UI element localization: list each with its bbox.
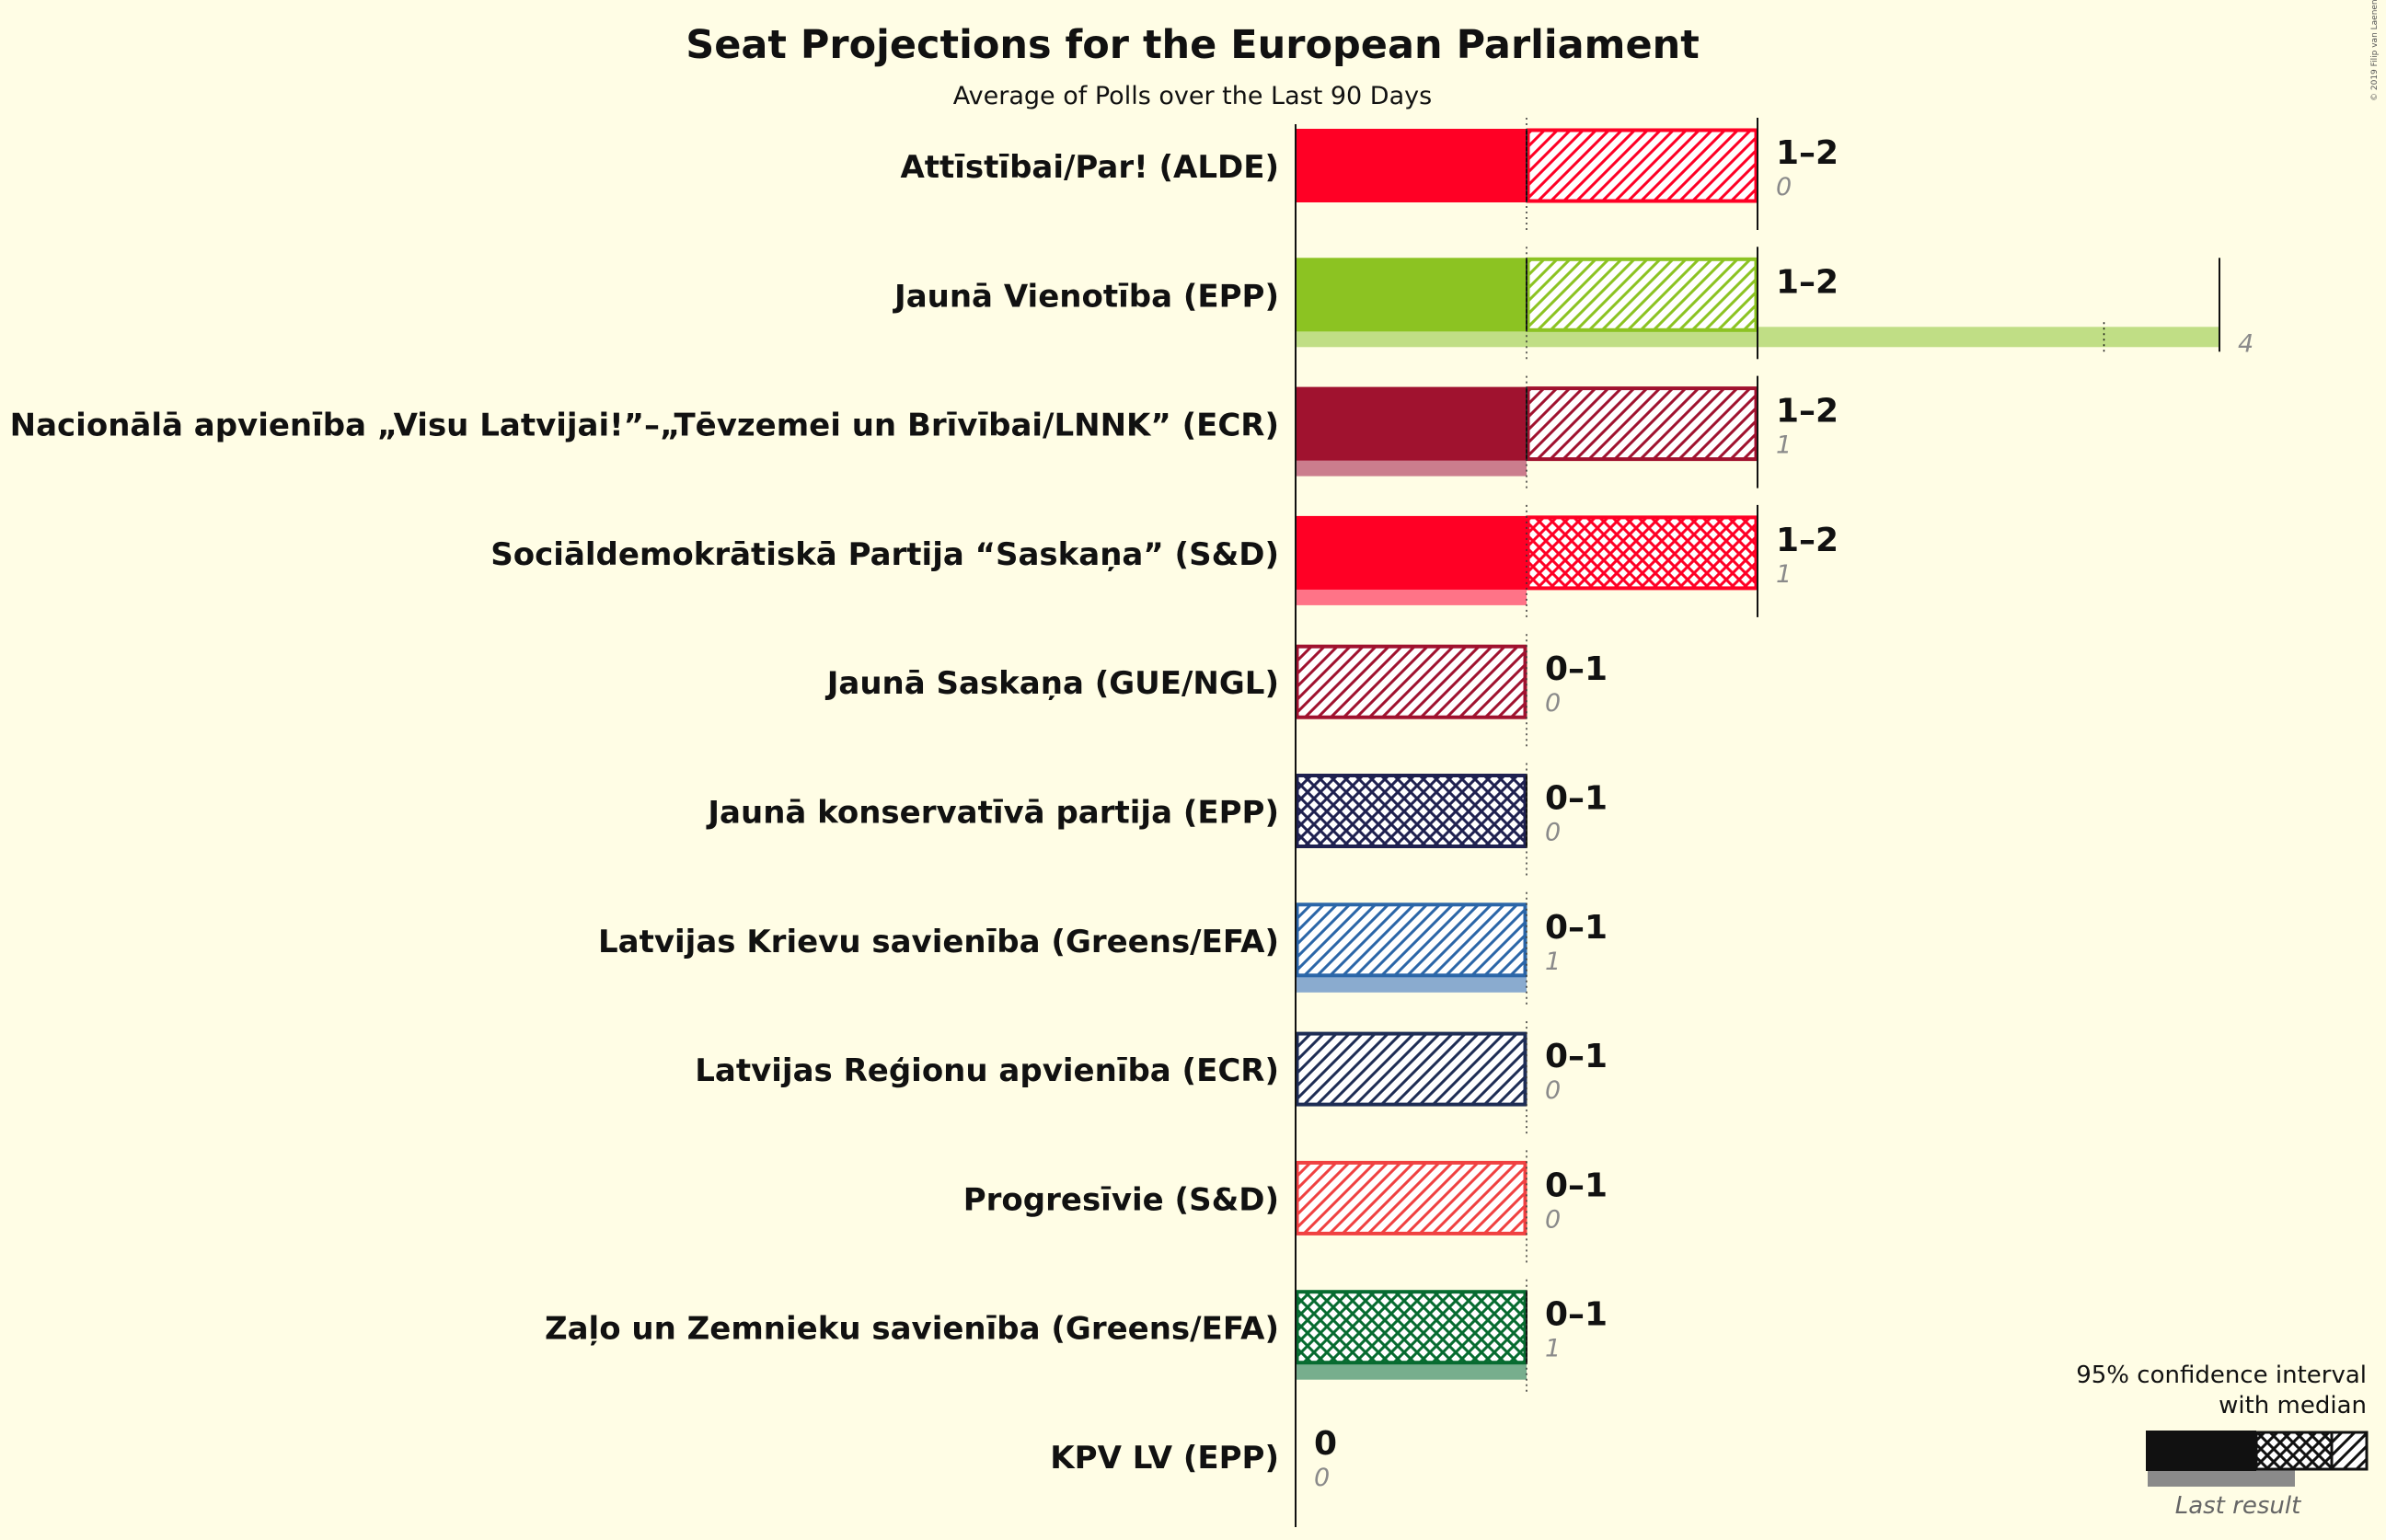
ci-solid-bar — [1296, 129, 1527, 202]
party-row: Latvijas Krievu savienība (Greens/EFA) 0–… — [598, 891, 1608, 1005]
legend-solid-segment — [2146, 1431, 2256, 1471]
party-label: Latvijas Krievu savienība (Greens/EFA) — [598, 924, 1279, 960]
last-result-label: 0 — [1776, 173, 1792, 201]
copyright-notice: © 2019 Filip van Laenen — [2370, 0, 2380, 101]
legend: 95% confidence interval with median Last… — [2076, 1362, 2369, 1520]
last-result-label: 0 — [1545, 1076, 1561, 1105]
legend-title-line2: with median — [2219, 1392, 2367, 1419]
last-result-bar — [1296, 971, 1527, 993]
legend-last-result-bar — [2148, 1466, 2295, 1487]
legend-last-result-label: Last result — [2175, 1492, 2301, 1520]
ci-solid-bar — [1296, 386, 1527, 461]
last-result-label: 1 — [1776, 431, 1792, 460]
seat-range-label: 1–2 — [1776, 263, 1838, 301]
seat-range-label: 0–1 — [1545, 650, 1608, 688]
seat-range-label: 0 — [1314, 1425, 1337, 1463]
seat-range-label: 0–1 — [1545, 1166, 1608, 1204]
ci-range-bar — [1526, 257, 1758, 332]
seat-range-label: 0–1 — [1545, 1296, 1608, 1334]
party-label: Sociāldemokrātiskā Partija “Saskaņa” (S&… — [490, 536, 1279, 573]
party-label: Jaunā konservatīvā partija (EPP) — [706, 795, 1279, 832]
seat-range-label: 0–1 — [1545, 909, 1608, 947]
legend-title-line1: 95% confidence interval — [2076, 1362, 2367, 1389]
last-result-label: 0 — [1314, 1464, 1330, 1492]
party-label: Jaunā Saskaņa (GUE/NGL) — [825, 665, 1279, 702]
party-row: Sociāldemokrātiskā Partija “Saskaņa” (S&… — [490, 504, 1838, 617]
seat-range-label: 1–2 — [1776, 393, 1838, 431]
legend-crosshatch-segment — [2254, 1431, 2334, 1471]
last-result-label: 0 — [1545, 1205, 1561, 1234]
ci-range-bar — [1295, 1160, 1527, 1235]
ci-range-bar — [1295, 1031, 1527, 1107]
last-result-label: 0 — [1545, 689, 1561, 718]
last-result-label: 1 — [1776, 560, 1792, 589]
ci-range-bar — [1295, 644, 1527, 719]
ci-solid-bar — [1296, 515, 1527, 590]
ci-range-bar — [1526, 386, 1758, 462]
seat-range-label: 1–2 — [1776, 134, 1838, 172]
party-row: Jaunā konservatīvā partija (EPP) 0–10 — [706, 763, 1608, 876]
chart-subtitle: Average of Polls over the Last 90 Days — [953, 82, 1432, 110]
party-label: Zaļo un Zemnieku savienība (Greens/EFA) — [545, 1311, 1279, 1348]
ci-range-bar — [1295, 902, 1527, 978]
ci-range-bar — [1526, 515, 1758, 591]
last-result-label: 1 — [1545, 1335, 1561, 1363]
last-result-label: 1 — [1545, 948, 1561, 976]
legend-hatch-segment — [2330, 1431, 2369, 1471]
seat-range-label: 1–2 — [1776, 522, 1838, 559]
party-label: Nacionālā apvienība „Visu Latvijai!”–„Tē… — [10, 408, 1279, 444]
party-label: KPV LV (EPP) — [1050, 1440, 1279, 1477]
last-result-bar — [1296, 584, 1527, 605]
chart-title: Seat Projections for the European Parlia… — [686, 22, 1700, 68]
last-result-bar — [1296, 455, 1527, 477]
party-row: Latvijas Reģionu apvienība (ECR) 0–10 — [695, 1021, 1608, 1134]
party-label: Latvijas Reģionu apvienība (ECR) — [695, 1052, 1279, 1089]
party-label: Jaunā Vienotība (EPP) — [893, 278, 1279, 315]
ci-range-bar — [1526, 128, 1758, 203]
party-row: Zaļo un Zemnieku savienība (Greens/EFA) 0… — [545, 1279, 1608, 1392]
seat-range-label: 0–1 — [1545, 780, 1608, 818]
party-row: Jaunā Saskaņa (GUE/NGL) 0–10 — [825, 634, 1608, 747]
ci-solid-bar — [1296, 258, 1527, 332]
last-result-label: 0 — [1545, 819, 1561, 847]
party-row: Nacionālā apvienība „Visu Latvijai!”–„Tē… — [10, 375, 1838, 488]
ci-range-bar — [1295, 774, 1527, 848]
party-label: Progresīvie (S&D) — [963, 1181, 1279, 1218]
party-row: KPV LV (EPP) 00 — [1050, 1425, 1337, 1492]
party-row: Progresīvie (S&D) 0–10 — [963, 1150, 1608, 1263]
ci-range-bar — [1295, 1290, 1527, 1365]
party-label: Attīstībai/Par! (ALDE) — [900, 149, 1279, 186]
party-row: Attīstībai/Par! (ALDE) 1–20 — [900, 118, 1838, 230]
party-row: Jaunā Vienotība (EPP) 1–2 4 — [893, 247, 2253, 360]
seat-range-label: 0–1 — [1545, 1038, 1608, 1075]
last-result-label: 4 — [2238, 329, 2253, 358]
